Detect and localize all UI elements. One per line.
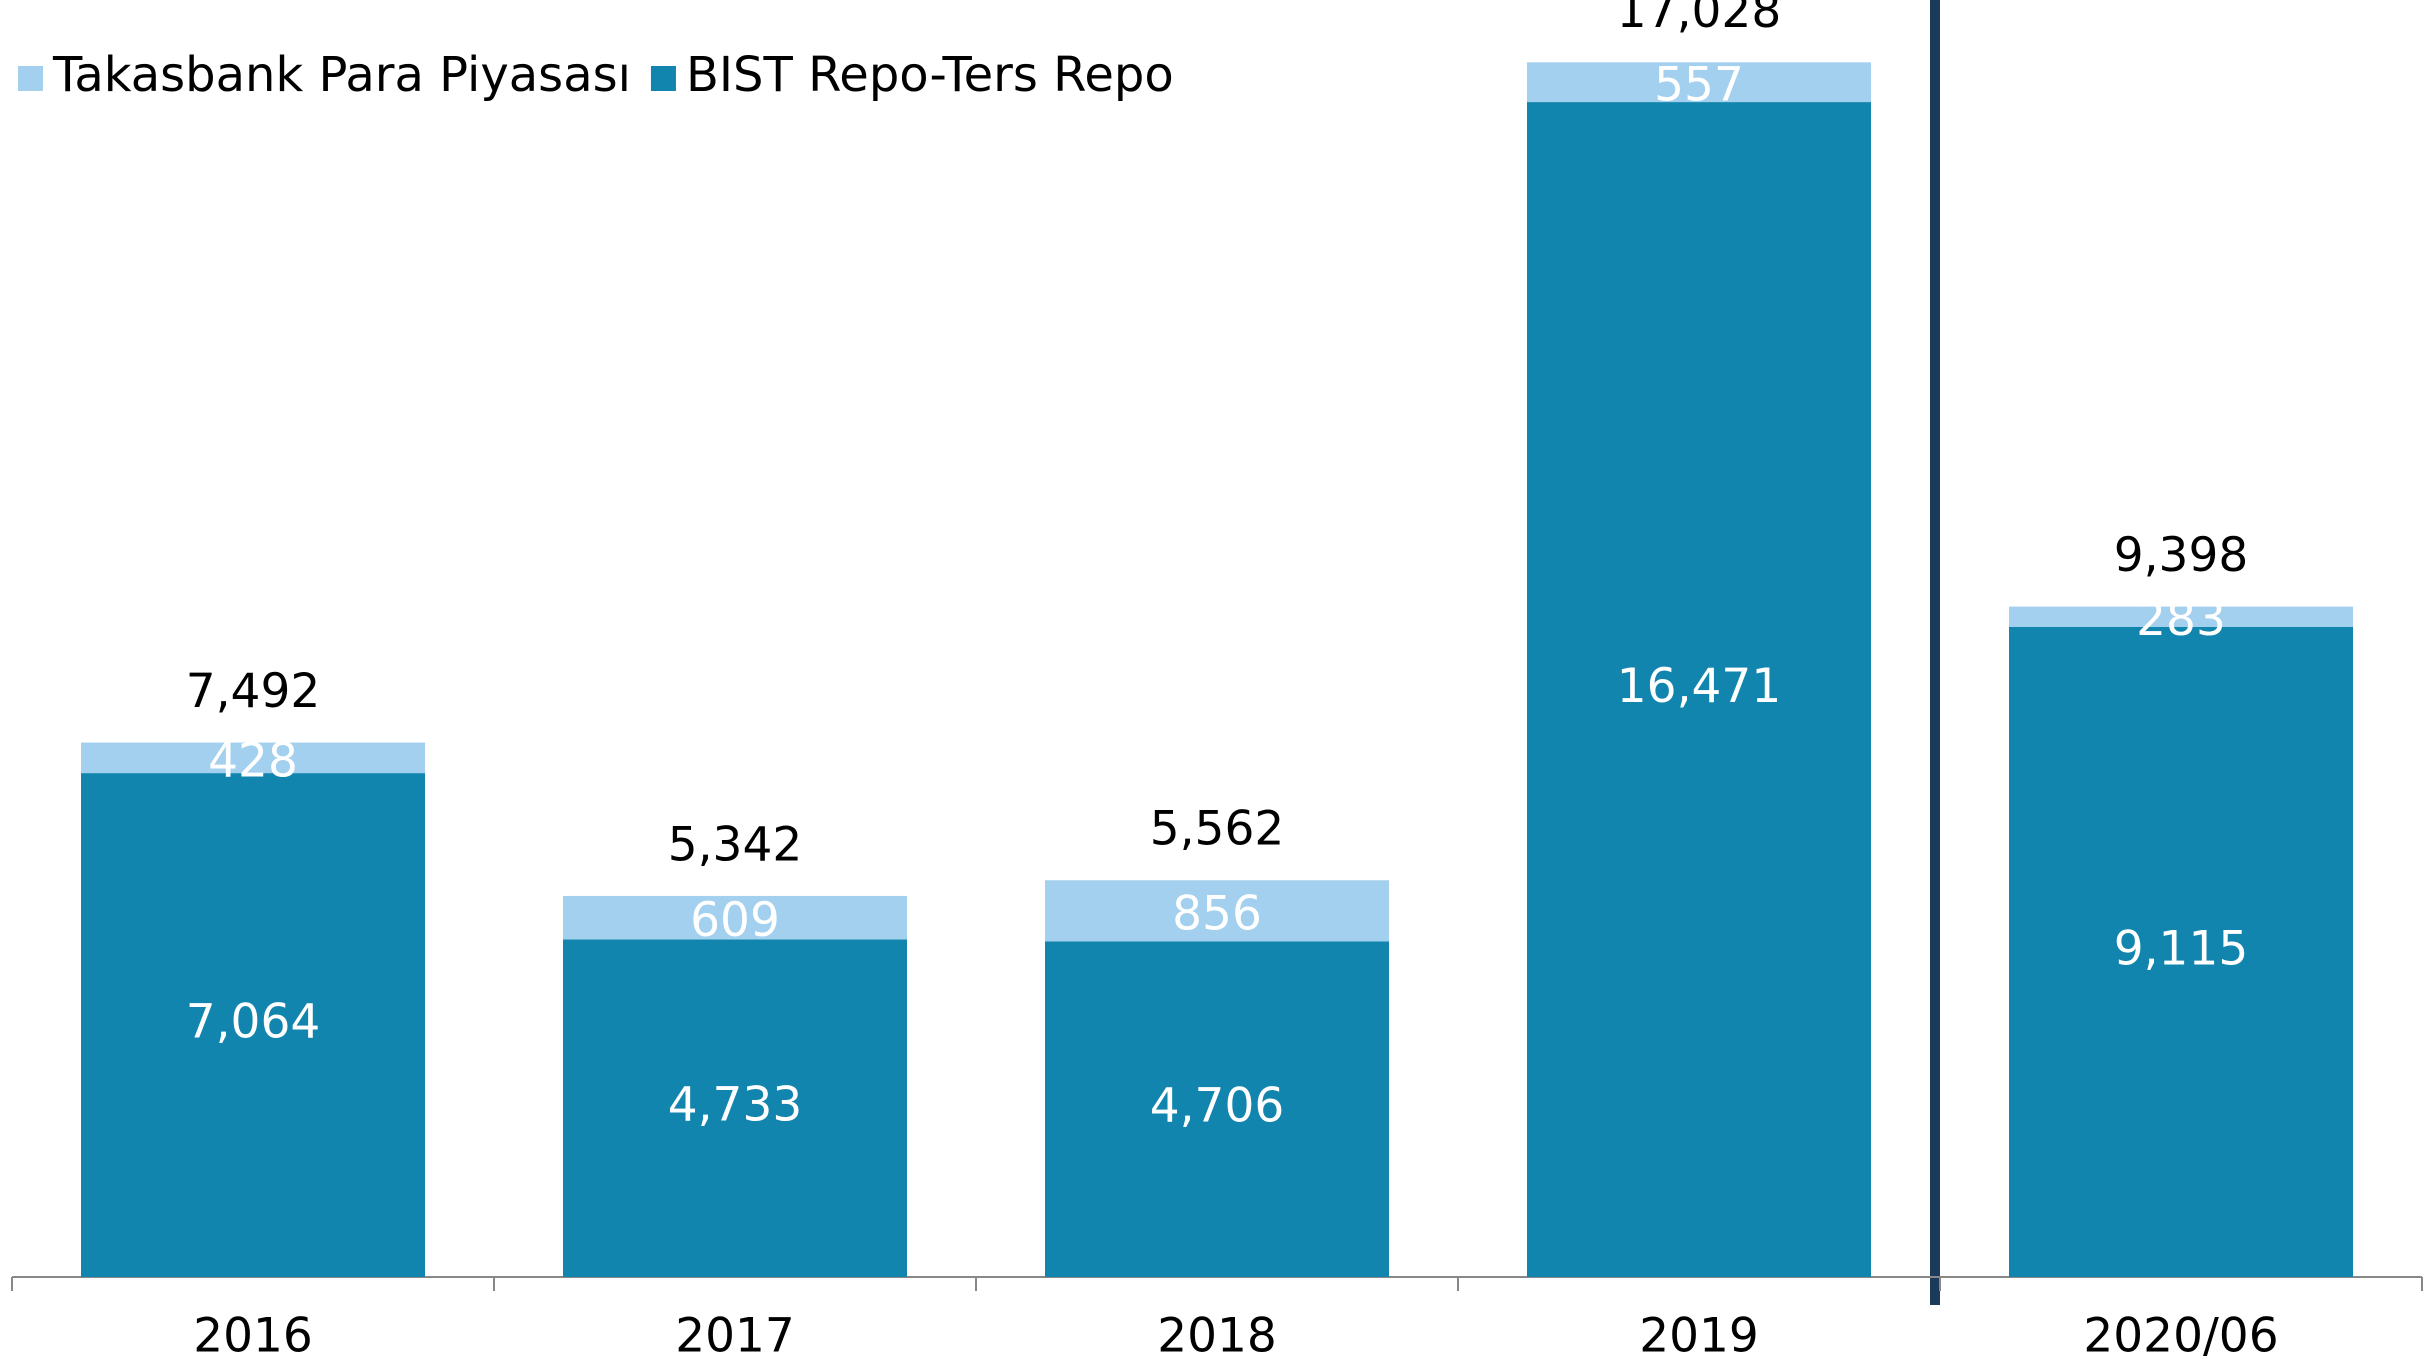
legend-label: Takasbank Para Piyasası	[52, 47, 631, 103]
total-label: 9,398	[2114, 528, 2249, 583]
bar-segment	[2009, 606, 2353, 627]
bar-segment	[2009, 626, 2353, 1277]
bar-segment	[563, 939, 907, 1277]
x-tick-label: 2017	[675, 1309, 795, 1359]
bar-segment	[563, 895, 907, 940]
legend-swatch	[650, 66, 676, 91]
bar-segment	[1527, 62, 1871, 103]
x-tick-label: 2016	[193, 1309, 313, 1359]
bar-segment	[81, 773, 425, 1277]
bar-segment	[1045, 880, 1389, 942]
segment-label: 609	[690, 893, 780, 948]
total-label: 5,342	[668, 817, 803, 872]
x-tick-label: 2020/06	[2083, 1309, 2278, 1359]
x-tick-label: 2018	[1157, 1309, 1277, 1359]
segment-label: 16,471	[1617, 659, 1781, 714]
legend-swatch	[18, 66, 43, 91]
legend-label: BIST Repo-Ters Repo	[686, 47, 1174, 103]
segment-label: 856	[1172, 886, 1262, 941]
segment-label: 428	[208, 733, 298, 788]
x-tick-label: 2019	[1639, 1309, 1759, 1359]
segment-label: 283	[2136, 592, 2226, 647]
total-label: 7,492	[186, 664, 321, 719]
bar-segment	[1045, 941, 1389, 1277]
total-label: 17,028	[1617, 0, 1781, 39]
segment-label: 4,733	[668, 1078, 803, 1133]
total-label: 5,562	[1150, 802, 1285, 857]
bar-segment	[1527, 102, 1871, 1278]
segment-label: 7,064	[186, 995, 321, 1050]
segment-label: 4,706	[1150, 1079, 1285, 1134]
bar-segment	[81, 742, 425, 774]
segment-label: 557	[1654, 58, 1744, 113]
segment-label: 9,115	[2114, 921, 2249, 976]
